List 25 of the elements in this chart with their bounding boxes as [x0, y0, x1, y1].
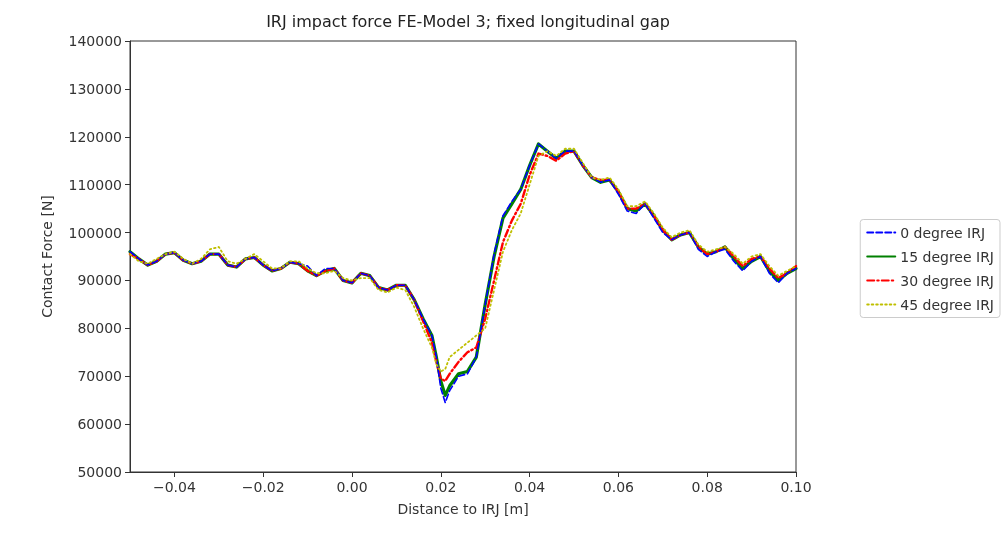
chart-title: IRJ impact force FE-Model 3; fixed longitudinal gap	[266, 11, 670, 31]
y-tick-label: 130000	[68, 80, 122, 97]
legend-label: 30 degree IRJ	[900, 272, 994, 289]
y-tick-label: 140000	[68, 33, 122, 49]
y-tick-label: 60000	[77, 416, 122, 433]
x-tick-label: 0.06	[602, 479, 635, 495]
y-tick-label: 50000	[77, 464, 122, 480]
y-tick-label: 120000	[68, 128, 122, 145]
x-tick-label: 0.02	[425, 479, 457, 495]
x-tick-label: 0.04	[514, 479, 546, 495]
y-tick-label: 110000	[68, 176, 122, 193]
x-tick-label: −0.04	[152, 479, 196, 495]
legend-label: 45 degree IRJ	[900, 296, 994, 313]
y-tick-label: 80000	[77, 320, 122, 337]
y-axis-title: Contact Force [N]	[39, 195, 55, 318]
x-tick-label: −0.02	[241, 479, 285, 495]
y-tick-label: 70000	[77, 368, 122, 385]
x-axis-title: Distance to IRJ [m]	[397, 501, 529, 517]
x-tick-label: 0.08	[691, 479, 723, 495]
legend-label: 15 degree IRJ	[900, 248, 994, 265]
y-tick-label: 90000	[77, 272, 122, 289]
x-tick-label: 0.00	[336, 479, 368, 495]
legend-label: 0 degree IRJ	[900, 224, 986, 241]
y-tick-label: 100000	[68, 224, 122, 241]
x-tick-label: 0.10	[780, 479, 812, 495]
